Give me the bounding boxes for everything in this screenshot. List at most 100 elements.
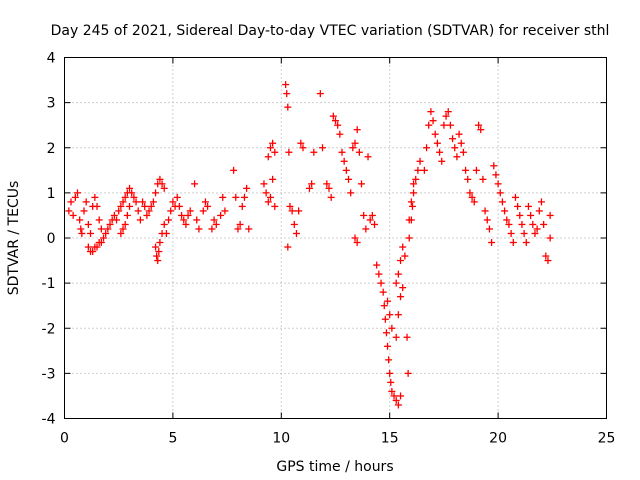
data-point (93, 243, 101, 251)
data-point (288, 207, 296, 215)
data-point (431, 130, 439, 138)
data-point (155, 248, 163, 256)
data-point (106, 220, 114, 228)
data-point (238, 202, 246, 210)
data-point (245, 225, 253, 233)
data-point (384, 342, 392, 350)
data-point (464, 175, 472, 183)
data-point (334, 121, 342, 129)
data-point (364, 153, 372, 161)
data-point (342, 166, 350, 174)
data-point (503, 216, 511, 224)
data-point (408, 202, 416, 210)
data-point (537, 198, 545, 206)
y-tick-label: 1 (47, 186, 56, 202)
data-point (494, 180, 502, 188)
data-point (386, 311, 394, 319)
data-point (405, 234, 413, 242)
data-point (290, 220, 298, 228)
data-point (546, 234, 554, 242)
data-point (385, 356, 393, 364)
y-tick-label: 2 (47, 141, 56, 157)
data-point (384, 297, 392, 305)
data-point (540, 220, 548, 228)
data-point (444, 108, 452, 116)
data-point (95, 216, 103, 224)
data-point (382, 329, 390, 337)
data-point (204, 202, 212, 210)
data-point (410, 180, 418, 188)
data-point (496, 189, 504, 197)
y-tick-label: -4 (42, 412, 56, 428)
data-point (449, 135, 457, 143)
data-point (388, 387, 396, 395)
data-point (446, 121, 454, 129)
data-point (386, 369, 394, 377)
x-tick-label: 5 (168, 431, 177, 447)
data-point (184, 211, 192, 219)
data-point (440, 121, 448, 129)
y-axis-label: SDTVAR / TECUs (6, 181, 22, 296)
data-point (490, 162, 498, 170)
data-point (221, 207, 229, 215)
data-point (407, 198, 415, 206)
data-point (121, 193, 129, 201)
data-point (425, 121, 433, 129)
data-point (390, 392, 398, 400)
data-point (145, 207, 153, 215)
y-tick-label: 3 (47, 96, 56, 112)
data-point (410, 189, 418, 197)
data-point (316, 90, 324, 98)
data-point (392, 333, 400, 341)
data-point (286, 202, 294, 210)
data-point (404, 369, 412, 377)
data-point (416, 157, 424, 165)
data-point (84, 243, 92, 251)
data-point (269, 139, 277, 147)
data-point (165, 216, 173, 224)
data-point (117, 202, 125, 210)
data-point (141, 202, 149, 210)
data-point (488, 239, 496, 247)
data-point (89, 248, 97, 256)
data-point (212, 220, 220, 228)
data-point (405, 216, 413, 224)
data-point (156, 175, 164, 183)
data-point (199, 207, 207, 215)
data-point (67, 198, 75, 206)
data-point (93, 202, 101, 210)
data-point (121, 220, 129, 228)
data-point (160, 184, 168, 192)
data-point (264, 198, 272, 206)
data-point (379, 288, 387, 296)
data-point (97, 239, 105, 247)
data-point (546, 211, 554, 219)
data-point (509, 239, 517, 247)
data-point (269, 175, 277, 183)
data-point (345, 175, 353, 183)
data-point (377, 279, 385, 287)
data-point (178, 211, 186, 219)
data-point (542, 252, 550, 260)
data-point (366, 216, 374, 224)
data-point (305, 184, 313, 192)
data-point (427, 108, 435, 116)
data-point (531, 229, 539, 237)
data-point (113, 216, 121, 224)
data-point (351, 234, 359, 242)
data-point (154, 257, 162, 265)
data-point (535, 207, 543, 215)
x-axis-label: GPS time / hours (276, 459, 393, 475)
data-point (152, 243, 160, 251)
data-point (522, 239, 530, 247)
data-point (266, 193, 274, 201)
data-point (91, 193, 99, 201)
data-point (132, 198, 140, 206)
data-point (338, 148, 346, 156)
data-point (232, 193, 240, 201)
data-point (97, 225, 105, 233)
data-point (479, 175, 487, 183)
data-point (325, 184, 333, 192)
x-tick-label: 20 (489, 431, 507, 447)
data-point (110, 211, 118, 219)
